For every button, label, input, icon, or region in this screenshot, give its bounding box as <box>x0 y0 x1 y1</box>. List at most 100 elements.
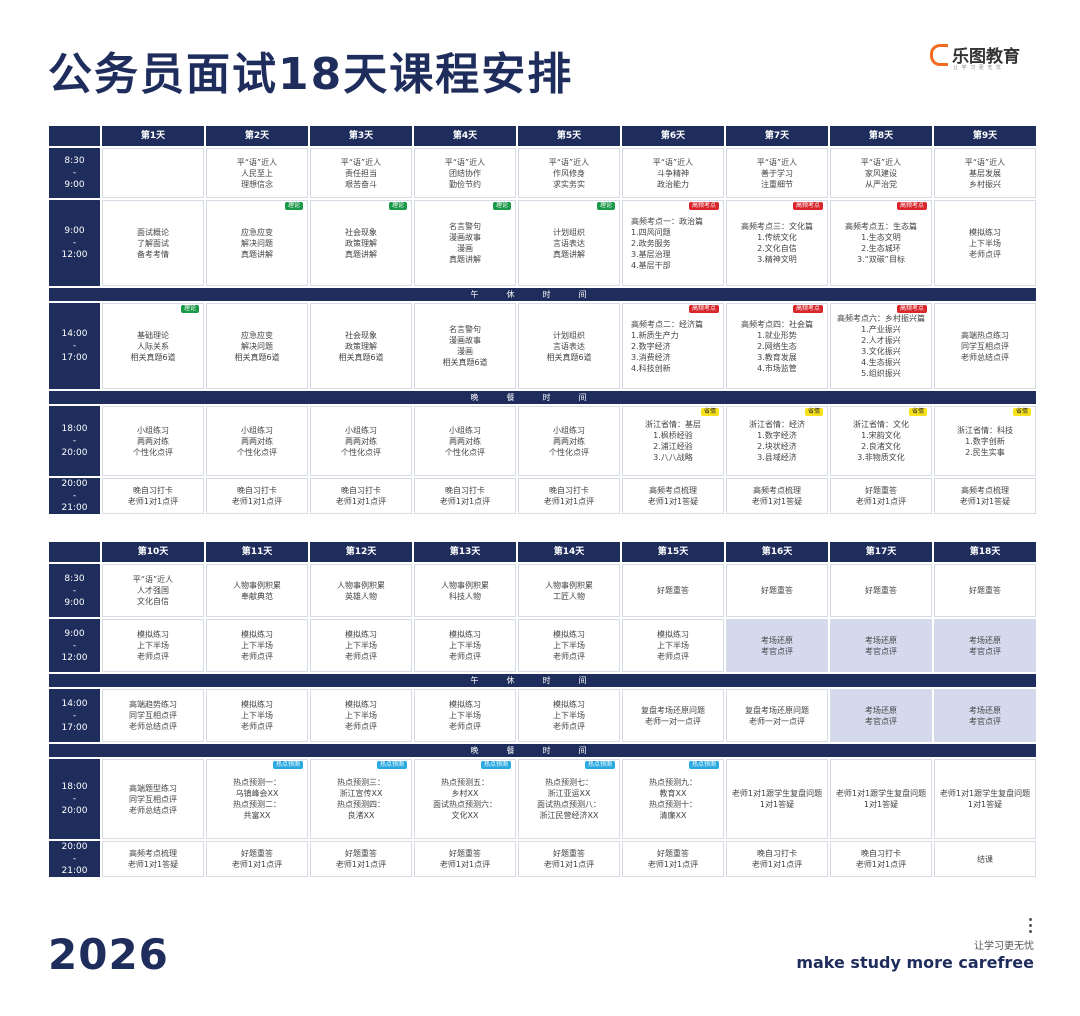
schedule-cell: 人物事例积累 科技人物 <box>414 564 516 617</box>
day-header: 第1天 <box>102 126 204 146</box>
schedule-cell: 结课 <box>934 841 1036 877</box>
schedule-cell: 高频考点五：生态篇 1.生态文明 2.生态城环 3.“双碳”目标 高频考点 <box>830 200 932 286</box>
cell-text: 模拟练习 上下半场 老师点评 <box>449 630 481 661</box>
schedule-cell: 小组练习 两两对练 个性化点评 <box>518 406 620 476</box>
schedule-cell: 计划组织 言语表达 真题讲解 理论 <box>518 200 620 286</box>
cell-text: 考场还原 考官点评 <box>865 635 897 656</box>
day-header: 第2天 <box>206 126 308 146</box>
cell-text: 高频考点六：乡村振兴篇 1.产业振兴 2.人才振兴 3.文化振兴 4.生态振兴 … <box>837 314 925 378</box>
schedule-cell <box>102 148 204 198</box>
category-tag: 热点预测 <box>376 761 407 769</box>
cell-text: 小组练习 两两对练 个性化点评 <box>237 425 277 457</box>
cell-text: 模拟练习 上下半场 老师点评 <box>241 630 273 661</box>
cell-text: 高频考点一：政治篇 1.四风问题 2.政务服务 3.基层治理 4.基层干部 <box>631 216 703 270</box>
schedule-cell: 浙江省情：基层 1.枫桥经验 2.浦江经验 3.八八战略 省情 <box>622 406 724 476</box>
cell-text: 平“语”近人 作风修身 求实务实 <box>548 157 590 189</box>
cell-text: 晚自习打卡 老师1对1点评 <box>439 486 491 506</box>
category-tag: 理论 <box>492 202 511 210</box>
schedule-cell: 面试概论 了解面试 备考考情 <box>102 200 204 286</box>
more-icon[interactable] <box>1029 918 1032 936</box>
schedule-cell: 好题重答 <box>934 564 1036 617</box>
day-header: 第7天 <box>726 126 828 146</box>
schedule-cell: 计划组织 言语表达 相关真题6道 <box>518 303 620 389</box>
schedule-cell: 名言警句 漫画故事 漫画 真题讲解 理论 <box>414 200 516 286</box>
cell-text: 热点预测一： 乌镇峰会XX 热点预测二： 共富XX <box>233 778 281 820</box>
schedule-cell: 热点预测三： 浙江宣传XX 热点预测四： 良渚XX 热点预测 <box>310 759 412 839</box>
schedule-cell: 小组练习 两两对练 个性化点评 <box>414 406 516 476</box>
cell-text: 热点预测三： 浙江宣传XX 热点预测四： 良渚XX <box>337 778 385 820</box>
day-header: 第4天 <box>414 126 516 146</box>
cell-text: 晚自习打卡 老师1对1点评 <box>127 486 179 506</box>
schedule-table-days-1-9: 第1天 第2天 第3天 第4天 第5天 第6天 第7天 第8天 第9天 8:30 - 9:00 平“… <box>47 124 1038 516</box>
schedule-cell: 浙江省情：科技 1.数字创新 2.民生实事 省情 <box>934 406 1036 476</box>
time-slot-label: 18:00 - 20:00 <box>49 406 100 476</box>
schedule-cell: 小组练习 两两对练 个性化点评 <box>102 406 204 476</box>
schedule-cell: 模拟练习 上下半场 老师点评 <box>414 689 516 742</box>
category-tag: 高频考点 <box>896 305 927 313</box>
cell-text: 小组练习 两两对练 个性化点评 <box>133 425 173 457</box>
schedule-cell: 模拟练习 上下半场 老师点评 <box>518 619 620 672</box>
time-slot-label: 18:00 - 20:00 <box>49 759 100 839</box>
cell-text: 晚自习打卡 老师1对1点评 <box>751 849 803 869</box>
schedule-cell: 高频考点四：社会篇 1.就业形势 2.网络生态 3.教育发展 4.市场监管 高频考… <box>726 303 828 389</box>
cell-text: 平“语”近人 家风建设 从严治党 <box>860 157 902 189</box>
category-tag: 理论 <box>284 202 303 210</box>
cell-text: 复盘考场还原问题 老师一对一点评 <box>641 705 705 726</box>
break-banner: 晚餐时间 <box>49 744 1036 757</box>
category-tag: 理论 <box>596 202 615 210</box>
schedule-cell: 考场还原 考官点评 <box>934 689 1036 742</box>
schedule-cell: 好题重答 <box>622 564 724 617</box>
schedule-cell: 好题重答 老师1对1点评 <box>622 841 724 877</box>
break-banner: 午休时间 <box>49 674 1036 687</box>
schedule-cell: 好题重答 <box>726 564 828 617</box>
cell-text: 计划组织 言语表达 相关真题6道 <box>546 330 592 362</box>
cell-text: 浙江省情：科技 1.数字创新 2.民生实事 <box>957 425 1013 457</box>
category-tag: 理论 <box>180 305 199 313</box>
day-header: 第16天 <box>726 542 828 562</box>
cell-text: 好题重答 老师1对1点评 <box>855 486 907 506</box>
schedule-cell: 晚自习打卡 老师1对1点评 <box>102 478 204 514</box>
cell-text: 好题重答 老师1对1点评 <box>231 849 283 869</box>
schedule-cell: 好题重答 老师1对1点评 <box>310 841 412 877</box>
header-corner <box>49 542 100 562</box>
category-tag: 热点预测 <box>272 761 303 769</box>
cell-text: 模拟练习 上下半场 老师点评 <box>345 630 377 661</box>
category-tag: 省情 <box>804 408 823 416</box>
cell-text: 高频考点五：生态篇 1.生态文明 2.生态城环 3.“双碳”目标 <box>845 222 917 264</box>
schedule-cell: 热点预测五： 乡村XX 面试热点预测六： 文化XX 热点预测 <box>414 759 516 839</box>
category-tag: 热点预测 <box>584 761 615 769</box>
day-header: 第13天 <box>414 542 516 562</box>
schedule-cell: 复盘考场还原问题 老师一对一点评 <box>726 689 828 742</box>
cell-text: 应急应变 解决问题 相关真题6道 <box>234 330 280 362</box>
schedule-cell: 晚自习打卡 老师1对1点评 <box>518 478 620 514</box>
cell-text: 小组练习 两两对练 个性化点评 <box>341 425 381 457</box>
schedule-cell: 晚自习打卡 老师1对1点评 <box>414 478 516 514</box>
cell-text: 高频考点梳理 老师1对1答疑 <box>959 486 1011 506</box>
category-tag: 省情 <box>908 408 927 416</box>
schedule-cell: 好题重答 <box>830 564 932 617</box>
schedule-cell: 晚自习打卡 老师1对1点评 <box>206 478 308 514</box>
cell-text: 模拟练习 上下半场 老师点评 <box>345 700 377 731</box>
schedule-cell: 平“语”近人 人才强国 文化自信 <box>102 564 204 617</box>
schedule-cell: 模拟练习 上下半场 老师点评 <box>310 689 412 742</box>
schedule-cell: 高端题型练习 同学互相点评 老师总结点评 <box>102 759 204 839</box>
schedule-cell: 好题重答 老师1对1点评 <box>518 841 620 877</box>
cell-text: 人物事例积累 英雄人物 <box>337 580 385 601</box>
schedule-cell: 平“语”近人 基层发展 乡村振兴 <box>934 148 1036 198</box>
schedule-cell: 模拟练习 上下半场 老师点评 <box>206 689 308 742</box>
schedule-cell: 好题重答 老师1对1点评 <box>830 478 932 514</box>
cell-text: 浙江省情：经济 1.数字经济 2.块状经济 3.县域经济 <box>749 420 805 462</box>
cell-text: 平“语”近人 人才强国 文化自信 <box>132 575 174 606</box>
logo-name: 乐图教育 <box>952 47 1020 67</box>
time-slot-label: 14:00 - 17:00 <box>49 303 100 389</box>
schedule-cell: 模拟练习 上下半场 老师点评 <box>518 689 620 742</box>
logo-subtitle: 让 学 习 更 无 忧 <box>953 65 1002 71</box>
schedule-cell: 高频考点三：文化篇 1.传统文化 2.文化自信 3.精神文明 高频考点 <box>726 200 828 286</box>
brand-logo: 乐图教育 <box>930 42 1020 67</box>
cell-text: 高频考点梳理 老师1对1答疑 <box>751 486 803 506</box>
cell-text: 模拟练习 上下半场 老师点评 <box>449 700 481 731</box>
schedule-cell: 高端趋势练习 同学互相点评 老师总结点评 <box>102 689 204 742</box>
cell-text: 模拟练习 上下半场 老师点评 <box>969 227 1001 259</box>
cell-text: 平“语”近人 善于学习 注重细节 <box>756 157 798 189</box>
day-header: 第12天 <box>310 542 412 562</box>
